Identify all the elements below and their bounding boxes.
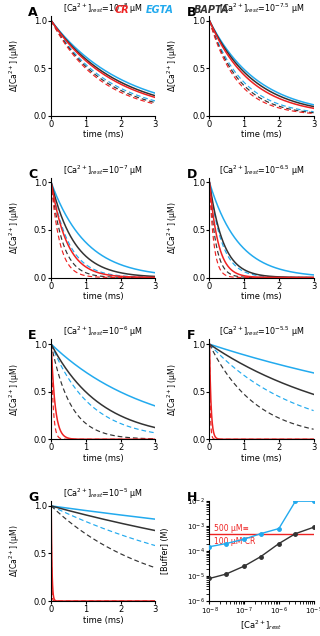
Y-axis label: Δ[Ca$^{2+}$] (μM): Δ[Ca$^{2+}$] (μM): [8, 363, 22, 416]
Text: CR: CR: [114, 5, 129, 15]
Title: [Ca$^{2+}$]$_{rest}$=10$^{-7}$ μM: [Ca$^{2+}$]$_{rest}$=10$^{-7}$ μM: [63, 163, 143, 177]
Title: [Ca$^{2+}$]$_{rest}$=10$^{-8}$ μM: [Ca$^{2+}$]$_{rest}$=10$^{-8}$ μM: [63, 1, 143, 16]
Y-axis label: Δ[Ca$^{2+}$] (μM): Δ[Ca$^{2+}$] (μM): [166, 201, 180, 254]
X-axis label: [Ca$^{2+}$]$_{rest}$: [Ca$^{2+}$]$_{rest}$: [240, 619, 283, 632]
X-axis label: time (ms): time (ms): [83, 616, 124, 625]
Text: A: A: [28, 6, 38, 19]
Title: [Ca$^{2+}$]$_{rest}$=10$^{-5.5}$ μM: [Ca$^{2+}$]$_{rest}$=10$^{-5.5}$ μM: [219, 325, 304, 340]
Text: D: D: [187, 168, 197, 181]
Y-axis label: Δ[Ca$^{2+}$] (μM): Δ[Ca$^{2+}$] (μM): [8, 39, 22, 92]
Text: F: F: [187, 329, 195, 342]
Text: H: H: [187, 491, 197, 504]
Text: C: C: [28, 168, 37, 181]
Text: 100 μM CR: 100 μM CR: [214, 537, 255, 546]
Title: [Ca$^{2+}$]$_{rest}$=10$^{-5}$ μM: [Ca$^{2+}$]$_{rest}$=10$^{-5}$ μM: [63, 487, 143, 501]
Text: G: G: [28, 491, 38, 504]
Text: BAPTA: BAPTA: [194, 5, 229, 15]
Text: EGTA: EGTA: [146, 5, 174, 15]
X-axis label: time (ms): time (ms): [241, 454, 282, 463]
X-axis label: time (ms): time (ms): [241, 292, 282, 301]
Text: E: E: [28, 329, 37, 342]
Title: [Ca$^{2+}$]$_{rest}$=10$^{-7.5}$ μM: [Ca$^{2+}$]$_{rest}$=10$^{-7.5}$ μM: [219, 1, 304, 16]
Y-axis label: [Buffer] (M): [Buffer] (M): [161, 528, 170, 574]
Y-axis label: Δ[Ca$^{2+}$] (μM): Δ[Ca$^{2+}$] (μM): [8, 201, 22, 254]
Text: 500 μM≡: 500 μM≡: [214, 523, 249, 532]
Y-axis label: Δ[Ca$^{2+}$] (μM): Δ[Ca$^{2+}$] (μM): [166, 39, 180, 92]
X-axis label: time (ms): time (ms): [83, 454, 124, 463]
X-axis label: time (ms): time (ms): [83, 292, 124, 301]
Title: [Ca$^{2+}$]$_{rest}$=10$^{-6.5}$ μM: [Ca$^{2+}$]$_{rest}$=10$^{-6.5}$ μM: [219, 163, 304, 177]
X-axis label: time (ms): time (ms): [83, 130, 124, 139]
Y-axis label: Δ[Ca$^{2+}$] (μM): Δ[Ca$^{2+}$] (μM): [166, 363, 180, 416]
X-axis label: time (ms): time (ms): [241, 130, 282, 139]
Title: [Ca$^{2+}$]$_{rest}$=10$^{-6}$ μM: [Ca$^{2+}$]$_{rest}$=10$^{-6}$ μM: [63, 325, 143, 340]
Text: B: B: [187, 6, 196, 19]
Y-axis label: Δ[Ca$^{2+}$] (μM): Δ[Ca$^{2+}$] (μM): [8, 525, 22, 577]
